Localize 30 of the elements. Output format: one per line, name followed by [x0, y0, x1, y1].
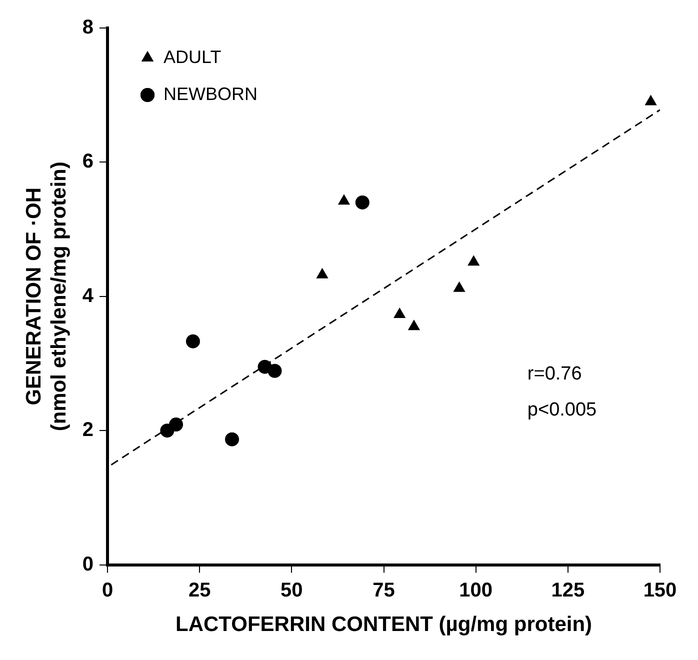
point: [408, 320, 420, 330]
x-tick-label: 75: [372, 579, 395, 602]
x-tick-label: 150: [643, 579, 677, 602]
point: [468, 255, 480, 266]
annotation: r=0.76: [527, 363, 582, 384]
y-tick-label: 8: [82, 16, 94, 39]
point: [316, 268, 328, 278]
y-tick-label: 6: [82, 150, 94, 173]
x-tick-label: 0: [102, 579, 114, 602]
y-tick-label: 4: [82, 284, 94, 307]
x-tick-label: 50: [280, 579, 303, 602]
x-tick-label: 125: [551, 579, 585, 602]
point: [186, 334, 200, 348]
annotation: p<0.005: [527, 399, 597, 420]
point: [453, 281, 466, 292]
y-tick-label: 2: [82, 419, 94, 442]
point: [160, 424, 174, 438]
y-tick-label: 0: [82, 553, 94, 576]
x-axis-title: LACTOFERRIN CONTENT (µg/mg protein): [176, 613, 592, 636]
y-axis-title: GENERATION OF ·OH (nmol ethylene/mg protein): [22, 162, 71, 432]
x-tick-label: 100: [459, 579, 493, 602]
point: [338, 194, 350, 205]
point: [225, 432, 240, 446]
legend-label: ADULT: [164, 46, 222, 67]
point: [268, 364, 282, 378]
point: [355, 195, 370, 210]
point: [644, 94, 657, 106]
x-tick-label: 25: [188, 579, 211, 602]
legend-label: NEWBORN: [164, 84, 258, 104]
point: [394, 308, 406, 318]
